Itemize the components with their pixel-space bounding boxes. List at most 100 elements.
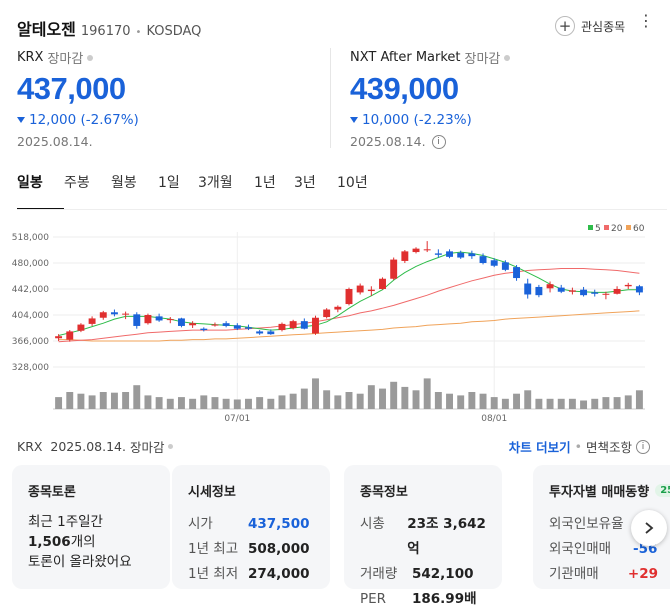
stock-info-value: 23조 3,642억 bbox=[407, 516, 486, 557]
volume-bar bbox=[66, 392, 74, 409]
krx-date: 2025.08.14. bbox=[17, 134, 139, 149]
candle-body bbox=[88, 318, 96, 324]
stock-market: KOSDAQ bbox=[146, 24, 202, 39]
stock-info-value: 542,100 bbox=[412, 566, 474, 582]
volume-bar bbox=[155, 397, 163, 409]
y-tick-label: 328,000 bbox=[12, 363, 49, 373]
ma20-line bbox=[58, 268, 640, 343]
krx-price: 437,000 bbox=[17, 71, 126, 106]
nxt-title: NXT After Market bbox=[350, 50, 461, 65]
volume-bar bbox=[334, 395, 342, 409]
candle-body bbox=[233, 325, 241, 329]
quote-card[interactable]: 시세정보 시가 437,500 1년 최고 508,000 1년 최저 274,000 bbox=[172, 465, 330, 589]
discussion-card-body: 최근 1주일간 1,506개의 토론이 올라왔어요 bbox=[28, 512, 158, 572]
ma60-line bbox=[58, 310, 640, 342]
candle-body bbox=[568, 290, 576, 292]
tabs-divider bbox=[17, 209, 667, 210]
krx-status: 장마감 bbox=[47, 52, 84, 67]
y-tick-label: 404,000 bbox=[12, 311, 49, 321]
volume-bar bbox=[77, 393, 85, 409]
volume-bar bbox=[256, 397, 264, 409]
candle-body bbox=[345, 289, 353, 305]
legend-label: 20 bbox=[611, 224, 623, 234]
volume-bar bbox=[501, 398, 509, 409]
candle-body bbox=[312, 317, 319, 334]
candle-body bbox=[110, 312, 118, 315]
plus-icon: + bbox=[555, 16, 575, 36]
tab-3month[interactable]: 3개월 bbox=[198, 175, 233, 191]
candle-body bbox=[222, 323, 230, 326]
tab-3year[interactable]: 3년 bbox=[294, 175, 316, 191]
investor-card[interactable]: 투자자별 매매동향 25 외국인보유율5 외국인매매-56 기관매매+29 bbox=[533, 465, 670, 589]
volume-bar bbox=[177, 397, 185, 409]
volume-bar bbox=[300, 388, 308, 409]
candle-body bbox=[446, 251, 453, 257]
stock-info-card[interactable]: 종목정보 시총 23조 3,642억 거래량 542,100 PER 186.99배 bbox=[344, 465, 502, 605]
volume-bar bbox=[390, 381, 398, 409]
info-icon[interactable]: i bbox=[636, 439, 650, 454]
candle-body bbox=[334, 306, 342, 310]
disclaimer-link[interactable]: 면책조항 bbox=[585, 440, 632, 455]
stock-name[interactable]: 알테오젠 bbox=[17, 20, 76, 39]
candle-body bbox=[356, 285, 364, 293]
candle-body bbox=[613, 289, 621, 294]
candle-body bbox=[256, 331, 264, 334]
chart-more-link[interactable]: 차트 더보기 bbox=[508, 440, 571, 455]
ma5-line bbox=[58, 251, 640, 336]
stock-code: 196170 bbox=[80, 24, 131, 39]
info-icon[interactable]: i bbox=[431, 134, 446, 149]
stock-header: 알테오젠 196170 • KOSDAQ bbox=[17, 16, 201, 40]
tab-1year[interactable]: 1년 bbox=[254, 175, 276, 191]
nxt-title-row: NXT After Market 장마감 bbox=[350, 48, 511, 67]
next-card-button[interactable] bbox=[631, 510, 667, 546]
volume-bar bbox=[457, 395, 465, 409]
candlestick-chart[interactable]: 518,000 480,000 442,000 404,000 366,000 328,0… bbox=[0, 212, 670, 430]
more-options-icon[interactable]: ⋮ bbox=[638, 11, 654, 30]
y-tick-label: 480,000 bbox=[12, 259, 49, 269]
candle-body bbox=[524, 283, 532, 295]
volume-bar bbox=[323, 390, 331, 409]
krx-change: 12,000 (-2.67%) bbox=[17, 112, 139, 128]
candle-body bbox=[155, 316, 163, 321]
stock-info-value: 186.99배 bbox=[412, 591, 477, 605]
candle-body bbox=[546, 284, 554, 289]
volume-bar bbox=[423, 378, 431, 409]
candle-body bbox=[580, 289, 588, 296]
candle-body bbox=[379, 278, 386, 289]
tab-daily[interactable]: 일봉 bbox=[17, 172, 64, 210]
quote-key: 1년 최저 bbox=[188, 566, 239, 582]
stock-info-key: 거래량 bbox=[360, 566, 398, 582]
tab-weekly[interactable]: 주봉 bbox=[64, 175, 90, 191]
volume-bar bbox=[613, 397, 621, 409]
candle-body bbox=[300, 321, 308, 329]
footer-date: 2025.08.14. bbox=[50, 439, 126, 454]
volume-bar bbox=[189, 398, 197, 409]
panel-divider bbox=[330, 48, 331, 148]
candle-body bbox=[77, 324, 85, 331]
tab-10year[interactable]: 10년 bbox=[337, 175, 368, 191]
volume-bar bbox=[490, 397, 498, 409]
stock-info-row: 시총 23조 3,642억 bbox=[360, 512, 490, 562]
volume-bar bbox=[557, 398, 565, 409]
candle-body bbox=[211, 324, 219, 326]
volume-bar bbox=[88, 395, 96, 409]
nxt-date-value: 2025.08.14. bbox=[350, 134, 426, 149]
discussion-card[interactable]: 종목토론 최근 1주일간 1,506개의 토론이 올라왔어요 bbox=[12, 465, 170, 589]
tab-1day[interactable]: 1일 bbox=[158, 175, 180, 191]
nxt-price-panel: NXT After Market 장마감 439,000 10,000 (-2.… bbox=[350, 48, 511, 149]
y-tick-label: 366,000 bbox=[12, 337, 49, 347]
volume-bar bbox=[211, 397, 219, 409]
krx-price-panel: KRX 장마감 437,000 12,000 (-2.67%) 2025.08.… bbox=[17, 48, 139, 149]
krx-date-value: 2025.08.14. bbox=[17, 134, 93, 149]
tab-monthly[interactable]: 월봉 bbox=[111, 175, 137, 191]
nxt-status: 장마감 bbox=[464, 52, 501, 67]
candle-body bbox=[401, 251, 409, 261]
quote-value: 274,000 bbox=[248, 566, 310, 582]
add-watchlist-button[interactable]: + 관심종목 bbox=[555, 16, 625, 36]
volume-bar bbox=[166, 398, 174, 409]
candle-body bbox=[624, 284, 632, 287]
quote-row: 1년 최저 274,000 bbox=[188, 562, 318, 587]
volume-bar bbox=[144, 395, 152, 409]
legend-swatch bbox=[604, 225, 609, 230]
volume-bar bbox=[278, 395, 286, 409]
